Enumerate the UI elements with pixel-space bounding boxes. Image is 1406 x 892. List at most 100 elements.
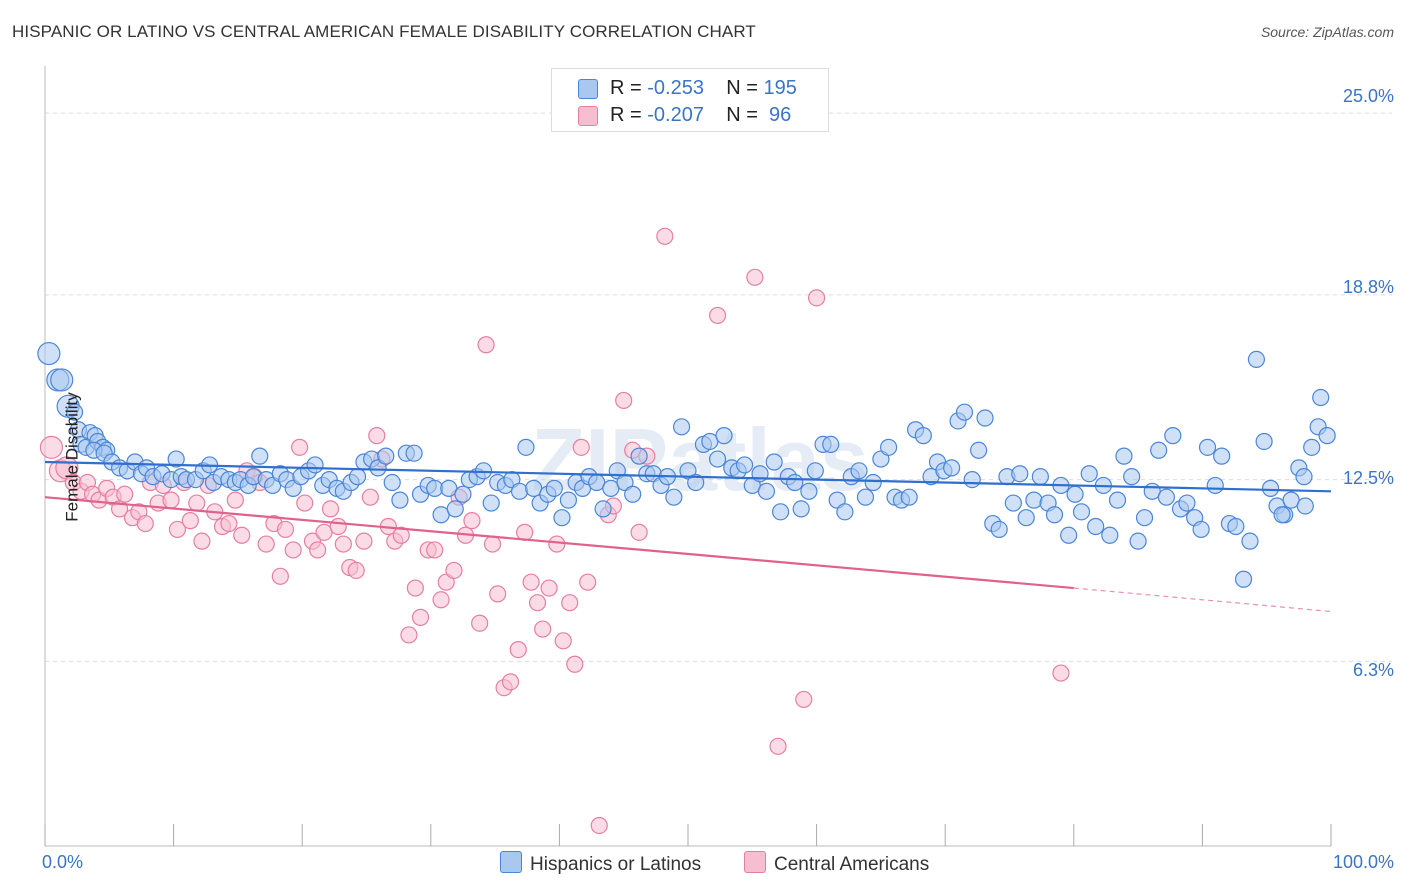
hispanics-point-102 — [708, 450, 727, 468]
central-americans-point-91 — [656, 227, 674, 245]
x-tick-label-max: 100.0% — [1332, 852, 1394, 872]
hispanics-point-179 — [1247, 350, 1266, 369]
central-americans-point-82 — [572, 438, 590, 456]
hispanics-point-115 — [800, 482, 818, 500]
hispanics-point-66 — [454, 485, 472, 503]
hispanics-point-131 — [914, 427, 932, 445]
hispanics-point-154 — [1072, 503, 1091, 521]
central-americans-point-37 — [284, 541, 302, 559]
hispanics-point-113 — [786, 473, 804, 492]
hispanics-point-187 — [1303, 438, 1321, 456]
central-americans-point-68 — [483, 535, 502, 553]
hispanics-point-90 — [624, 485, 642, 503]
central-americans-point-59 — [426, 541, 444, 559]
hispanics-point-156 — [1087, 517, 1105, 536]
trend-lines — [44, 460, 1332, 613]
hispanics-point-99 — [687, 473, 705, 492]
hispanics-point-190 — [1318, 427, 1336, 445]
central-americans-point-21 — [181, 512, 199, 530]
central-americans-point-83 — [579, 573, 597, 591]
hispanics-trend-line — [44, 460, 1332, 493]
hispanics-point-106 — [735, 456, 754, 474]
hispanics-point-174 — [1213, 447, 1231, 465]
central-americans-point-87 — [615, 391, 633, 410]
hispanics-point-171 — [1192, 520, 1210, 539]
central-americans-point-47 — [347, 561, 365, 580]
central-americans-point-60 — [432, 591, 450, 609]
central-americans-point-81 — [566, 655, 584, 673]
blue-swatch — [578, 79, 598, 99]
hispanics-point-51 — [348, 468, 367, 486]
hispanics-point-152 — [1060, 526, 1078, 544]
hispanics-point-45 — [306, 456, 324, 474]
central-americans-point-65 — [463, 512, 481, 530]
hispanics-point-160 — [1115, 447, 1133, 465]
hispanics-point-161 — [1123, 468, 1141, 486]
hispanics-point-139 — [970, 441, 988, 459]
hispanics-point-180 — [1255, 432, 1273, 451]
central-americans-point-39 — [296, 494, 314, 512]
central-americans-point-95 — [807, 289, 826, 307]
hispanics-point-122 — [850, 462, 868, 480]
hispanics-point-169 — [1178, 494, 1196, 512]
hispanics-point-123 — [856, 488, 875, 506]
central-americans-point-45 — [334, 535, 352, 553]
hispanics-point-150 — [1045, 506, 1064, 524]
pink-swatch — [578, 106, 598, 126]
hispanics-point-159 — [1108, 491, 1127, 509]
hispanics-point-135 — [943, 459, 961, 477]
hispanics-point-126 — [880, 438, 898, 456]
central-americans-point-48 — [355, 532, 373, 550]
hispanics-point-120 — [836, 503, 854, 521]
y-tick-label-25-0: 25.0% — [1342, 86, 1394, 106]
y-tick-label-18-8: 18.8% — [1342, 277, 1394, 297]
central-americans-point-28 — [226, 491, 244, 509]
central-americans-point-0 — [39, 435, 64, 459]
central-americans-point-62 — [445, 561, 463, 580]
hispanics-point-116 — [806, 462, 824, 480]
hispanics-point-57 — [391, 491, 409, 509]
central-americans-point-71 — [501, 673, 520, 691]
hispanics-point-192 — [1295, 468, 1313, 486]
central-americans-point-89 — [630, 523, 648, 541]
correlation-legend: R = -0.253 N = 195 R = -0.207 N = 96 — [551, 68, 829, 132]
central-americans-point-44 — [329, 517, 347, 536]
legend-item-central-americans[interactable]: Central Americans — [744, 851, 929, 876]
central-americans-point-97 — [1052, 664, 1070, 682]
hispanics-point-191 — [1273, 506, 1291, 524]
central-americans-point-57 — [411, 608, 430, 626]
central-americans-point-43 — [321, 500, 340, 518]
legend-n-label: N = — [726, 77, 758, 99]
hispanics-point-144 — [1004, 494, 1022, 512]
series-hispanics-points — [37, 341, 1336, 588]
hispanics-point-166 — [1157, 488, 1175, 506]
central-americans-point-23 — [193, 532, 211, 550]
grid-lines — [45, 112, 1392, 662]
hispanics-point-181 — [1261, 479, 1280, 497]
central-americans-point-66 — [471, 614, 489, 632]
central-americans-point-78 — [548, 535, 566, 553]
central-americans-point-79 — [554, 632, 572, 650]
central-americans-point-72 — [509, 641, 527, 659]
hispanics-point-2 — [50, 368, 74, 392]
hispanics-point-65 — [446, 500, 464, 518]
hispanics-point-167 — [1164, 427, 1182, 445]
central-americans-point-36 — [276, 520, 295, 539]
hispanics-point-177 — [1234, 570, 1253, 588]
hispanics-point-147 — [1025, 491, 1043, 509]
hispanics-point-158 — [1101, 526, 1119, 544]
legend-item-hispanics[interactable]: Hispanics or Latinos — [500, 851, 701, 876]
hispanics-point-103 — [715, 427, 733, 445]
legend-r-value: -0.253 — [647, 77, 704, 99]
hispanics-point-114 — [792, 500, 810, 518]
hispanics-point-178 — [1241, 532, 1259, 550]
central-americans-point-50 — [368, 427, 386, 445]
hispanics-point-173 — [1206, 476, 1224, 495]
central-americans-point-75 — [528, 594, 547, 612]
hispanics-point-129 — [900, 488, 918, 506]
central-americans-point-19 — [168, 520, 187, 539]
central-americans-point-22 — [188, 494, 206, 512]
hispanics-point-86 — [594, 500, 612, 518]
hispanics-point-81 — [559, 491, 578, 509]
y-tick-label-6-3: 6.3% — [1352, 660, 1394, 680]
